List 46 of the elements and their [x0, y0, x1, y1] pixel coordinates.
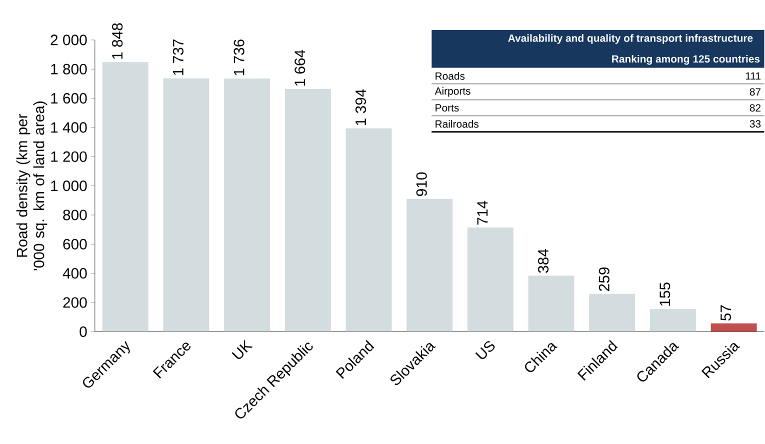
annotation: 82: [750, 104, 761, 112]
annotation: Ports: [436, 104, 459, 112]
annotation: Ranking among 125 countries: [612, 55, 760, 65]
y-tick-label: 800: [63, 210, 87, 220]
y-axis-title: Road density (km per '000 sq. km of land area): [16, 102, 48, 271]
bar: [589, 294, 636, 332]
y-tick-label: 2 000: [50, 34, 87, 46]
bar: [284, 89, 331, 332]
y-tick-label: 1 600: [51, 93, 87, 104]
bar: [163, 78, 210, 332]
bar: [650, 309, 696, 332]
y-tick-label: 1 000: [51, 180, 87, 192]
y-tick-label: 600: [63, 239, 87, 250]
data-label: 1 848: [112, 23, 123, 60]
annotation: Railroads: [436, 120, 479, 128]
y-tick-label: 1 200: [51, 152, 87, 162]
bar: [467, 228, 514, 332]
data-label: 57: [720, 306, 732, 321]
x-tick-label: UK: [232, 340, 253, 360]
bar: [528, 276, 574, 332]
data-label: 259: [598, 268, 610, 292]
annotation: 111: [746, 72, 761, 80]
data-label: 1 394: [355, 89, 366, 126]
data-label: 1 737: [172, 40, 184, 76]
annotation: 33: [750, 120, 761, 128]
annotation: Roads: [436, 72, 465, 80]
data-label: 1 736: [234, 40, 244, 76]
y-tick-label: 400: [62, 268, 87, 279]
bar: [406, 199, 453, 332]
bar: [224, 78, 270, 332]
y-tick-label: 1 400: [51, 122, 87, 133]
bar: [346, 128, 392, 332]
annotation: Availability and quality of transport infrastructure: [508, 34, 753, 44]
data-label: 910: [416, 172, 427, 196]
y-tick-label: 200: [63, 297, 87, 308]
annotation: 87: [750, 88, 761, 96]
bar: [710, 324, 757, 332]
data-label: 714: [477, 201, 488, 225]
x-tick-label: US: [475, 341, 495, 360]
y-tick-label: 0: [80, 326, 87, 338]
data-label: 384: [538, 249, 549, 274]
data-label: 155: [660, 282, 670, 306]
y-tick-label: 1 800: [51, 64, 87, 75]
data-label: 1 664: [294, 50, 306, 86]
bar: [102, 62, 148, 332]
annotation: Airports: [434, 87, 470, 97]
